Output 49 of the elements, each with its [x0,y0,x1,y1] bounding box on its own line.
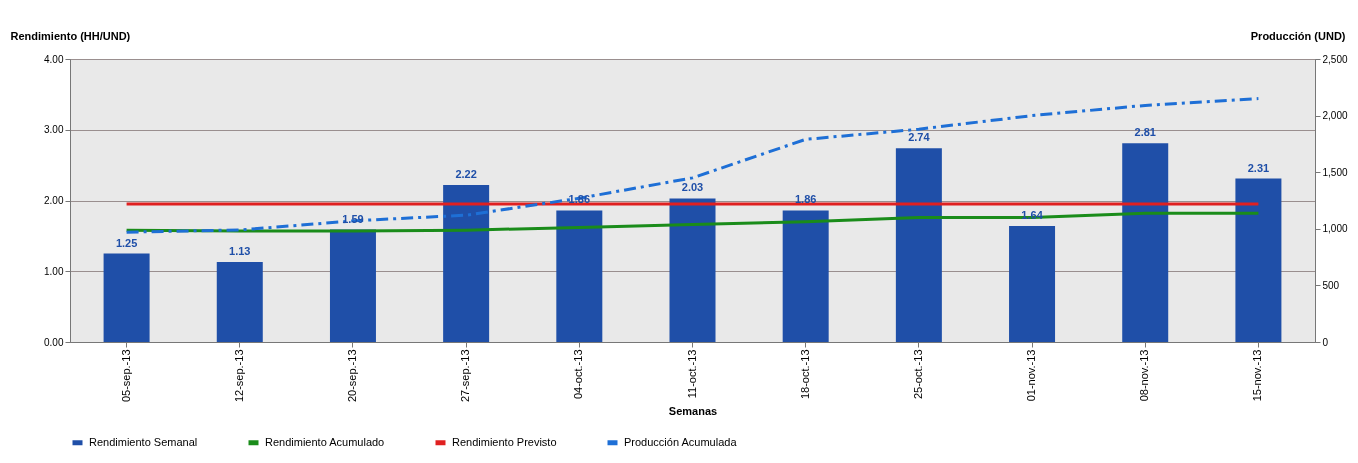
bar [782,210,829,342]
x-tick-label: 18-oct.-13 [798,349,811,400]
legend-label: Rendimiento Previsto [452,435,557,448]
y-tick-label: 1.00 [44,265,64,277]
y2-tick-label: 0 [1322,336,1329,348]
x-tick-label: 25-oct.-13 [911,349,924,400]
y2-tick-label: 1,000 [1322,223,1348,235]
x-tick-label: 04-oct.-13 [572,349,585,400]
legend-label: Rendimiento Semanal [89,435,198,448]
line-series [125,211,1260,233]
x-tick-label: 12-sep.-13 [232,349,245,403]
x-tick-label: 05-sep.-13 [119,349,132,403]
data-label: 2.74 [908,131,931,144]
data-label: 1.25 [115,236,138,249]
y-axis-title: Rendimiento (HH/UND) [10,29,131,42]
x-axis-title: Semanas [668,405,718,418]
y-tick-label: 3.00 [44,124,64,136]
bar [895,148,942,342]
bar [669,198,716,342]
bar [329,229,376,342]
bar [443,184,490,342]
x-tick-label: 01-nov.-13 [1025,349,1038,402]
bar [1122,143,1169,342]
y2-tick-label: 2,500 [1322,53,1348,65]
bar [103,253,150,342]
legend-label: Rendimiento Acumulado [265,435,385,448]
y2-tick-label: 1,500 [1322,166,1348,178]
x-tick-label: 27-sep.-13 [459,349,472,403]
y-tick-label: 0.00 [44,336,64,348]
data-label: 2.03 [681,181,704,194]
y2-axis-title: Producción (UND) [1250,29,1346,42]
bar [216,262,263,342]
y-tick-label: 4.00 [44,53,64,65]
legend-label: Producción Acumulada [624,435,738,448]
x-tick-label: 08-nov.-13 [1138,349,1151,402]
bar [556,210,603,342]
y-tick-label: 2.00 [44,195,64,206]
data-label: 2.31 [1247,161,1270,174]
bar [1235,178,1282,342]
x-tick-label: 11-oct.-13 [685,349,698,399]
x-tick-label: 15-nov.-13 [1251,349,1264,402]
data-label: 2.22 [455,167,477,180]
x-tick-label: 20-sep.-13 [345,349,358,403]
y2-tick-label: 2,000 [1322,110,1348,122]
data-label: 1.86 [794,193,817,206]
bar [1009,225,1056,342]
y2-tick-label: 500 [1322,279,1340,291]
data-label: 1.13 [229,245,251,258]
data-label: 2.81 [1134,126,1156,139]
